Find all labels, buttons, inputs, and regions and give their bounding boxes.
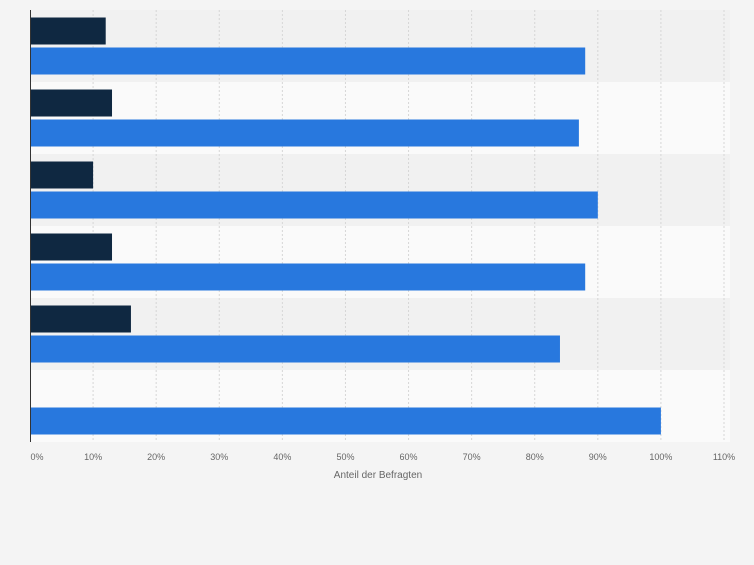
gridlines [92,10,725,442]
bar-blue[interactable] [30,407,661,435]
bar-blue[interactable] [30,191,598,219]
bar-dark[interactable] [30,161,94,189]
x-tick-label: 90% [589,452,607,462]
x-tick-labels: 0% 10% 20% 30% 40% 50% 60% 70% 80% 90% 100% 110% [30,452,735,462]
bar-blue[interactable] [30,119,579,147]
bar-dark[interactable] [30,305,131,333]
row-bands [30,10,730,442]
bar-blue[interactable] [30,335,560,363]
x-tick-label: 30% [210,452,228,462]
x-tick-label: 80% [526,452,544,462]
x-tick-label: 110% [713,452,735,462]
x-axis-label: Anteil der Befragten [334,470,422,481]
x-tick-label: 40% [273,452,291,462]
bar-dark[interactable] [30,89,113,117]
x-tick-label: 10% [84,452,102,462]
bar-dark[interactable] [30,17,106,45]
x-tick-label: 0% [30,452,43,462]
x-tick-label: 20% [147,452,165,462]
x-tick-label: 70% [463,452,481,462]
x-tick-label: 100% [649,452,672,462]
x-tick-label: 50% [336,452,354,462]
bars [30,10,661,442]
bar-blue[interactable] [30,47,586,75]
x-tick-label: 60% [400,452,418,462]
bar-blue[interactable] [30,263,586,291]
bar-dark[interactable] [30,233,113,261]
